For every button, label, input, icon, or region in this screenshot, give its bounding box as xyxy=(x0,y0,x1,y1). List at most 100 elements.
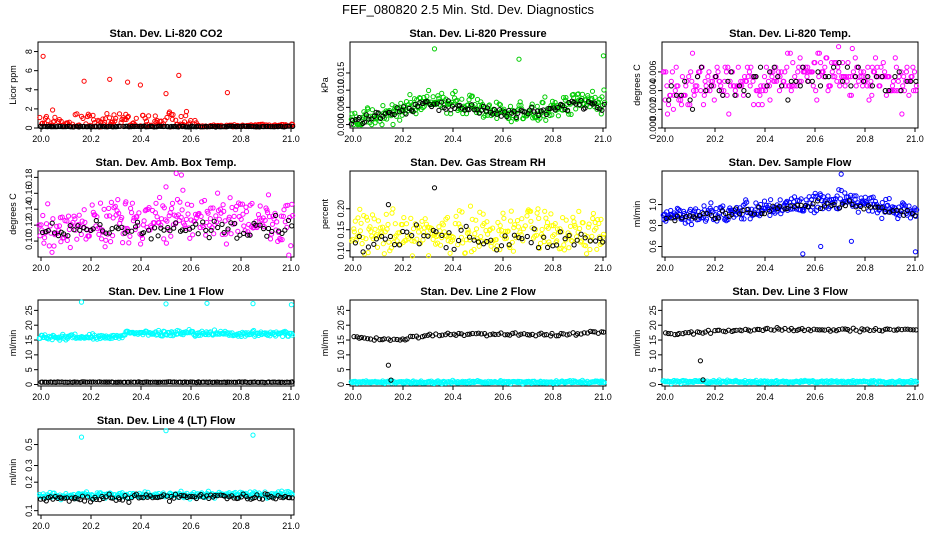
data-point xyxy=(836,44,842,50)
data-point xyxy=(687,97,693,103)
data-point xyxy=(747,83,753,89)
data-point xyxy=(504,114,510,120)
data-point xyxy=(494,243,500,249)
data-point xyxy=(59,214,65,220)
y-axis-label: Licor ppm xyxy=(8,65,18,105)
y-tick-label: 0.002 xyxy=(648,98,658,121)
x-tick-label: 20.0 xyxy=(344,134,362,144)
data-point xyxy=(824,200,830,206)
data-point xyxy=(177,123,183,129)
data-point xyxy=(190,224,196,230)
data-point xyxy=(826,74,832,80)
data-point xyxy=(50,107,56,113)
y-tick-label: 5 xyxy=(24,367,34,372)
data-point xyxy=(832,74,838,80)
data-point xyxy=(104,213,110,219)
data-point xyxy=(238,216,244,222)
data-point xyxy=(166,498,173,504)
data-point xyxy=(64,495,70,501)
data-point xyxy=(565,107,571,113)
data-point xyxy=(389,210,395,216)
data-point xyxy=(172,491,178,497)
data-point xyxy=(665,330,671,337)
data-point xyxy=(791,83,797,89)
data-point xyxy=(119,224,125,230)
data-point xyxy=(853,83,859,89)
data-point xyxy=(519,236,525,242)
data-point xyxy=(211,379,217,385)
data-point xyxy=(912,378,919,384)
data-point xyxy=(466,107,472,113)
data-point xyxy=(587,238,593,244)
data-point xyxy=(127,233,133,239)
data-point xyxy=(663,215,669,222)
data-point xyxy=(431,101,437,107)
data-point xyxy=(909,74,915,80)
data-point xyxy=(575,331,581,337)
data-point xyxy=(426,253,432,259)
data-point xyxy=(149,331,155,337)
data-point xyxy=(186,124,192,130)
data-point xyxy=(740,78,746,84)
data-point xyxy=(77,497,83,503)
x-tick-label: 20.2 xyxy=(82,134,100,144)
data-point xyxy=(824,55,830,61)
data-point xyxy=(447,250,453,256)
data-point xyxy=(600,234,606,240)
data-point xyxy=(861,206,867,212)
data-point xyxy=(391,111,397,118)
data-point xyxy=(403,111,409,117)
data-point xyxy=(125,113,131,120)
x-tick-label: 20.0 xyxy=(344,263,362,273)
x-tick-label: 21.0 xyxy=(282,521,300,531)
data-point xyxy=(509,330,516,336)
data-point xyxy=(593,225,599,231)
data-point xyxy=(666,97,672,103)
data-point xyxy=(116,379,122,385)
data-point xyxy=(671,92,677,98)
data-point xyxy=(833,196,839,202)
data-point xyxy=(860,78,867,84)
data-point xyxy=(41,120,48,127)
data-point xyxy=(285,123,291,129)
data-point xyxy=(422,216,428,222)
data-point xyxy=(41,240,47,246)
data-point xyxy=(133,491,139,497)
data-point xyxy=(578,238,585,244)
data-point xyxy=(767,208,773,214)
data-point xyxy=(169,200,176,206)
data-point xyxy=(437,242,444,248)
data-point xyxy=(896,69,902,75)
data-point xyxy=(664,83,670,89)
data-point xyxy=(286,379,292,385)
data-point xyxy=(242,123,248,130)
data-point xyxy=(45,228,51,234)
data-point xyxy=(76,212,82,218)
data-point xyxy=(913,78,919,84)
data-point xyxy=(289,379,295,385)
data-point xyxy=(81,78,87,84)
chart-panel: Stan. Dev. Line 1 Flow 20.0 20.2 20.4 20.6 20… xyxy=(8,286,300,402)
data-point xyxy=(907,215,914,221)
data-point xyxy=(674,213,681,219)
data-point xyxy=(471,107,477,113)
data-point xyxy=(424,98,430,105)
data-point xyxy=(702,78,708,84)
data-point xyxy=(259,496,266,502)
x-tick-label: 20.6 xyxy=(494,134,512,144)
data-point xyxy=(757,92,763,98)
data-point xyxy=(85,124,91,130)
data-point xyxy=(879,215,885,221)
data-point xyxy=(61,124,67,130)
data-point xyxy=(602,99,608,105)
data-point xyxy=(570,214,576,220)
data-point xyxy=(250,432,256,438)
data-point xyxy=(583,243,589,249)
data-point xyxy=(817,83,824,89)
data-point xyxy=(732,88,738,94)
data-point xyxy=(289,332,295,338)
data-point xyxy=(38,496,44,502)
data-point xyxy=(450,234,456,240)
y-tick-label: 20 xyxy=(24,320,34,330)
data-point xyxy=(705,74,711,80)
